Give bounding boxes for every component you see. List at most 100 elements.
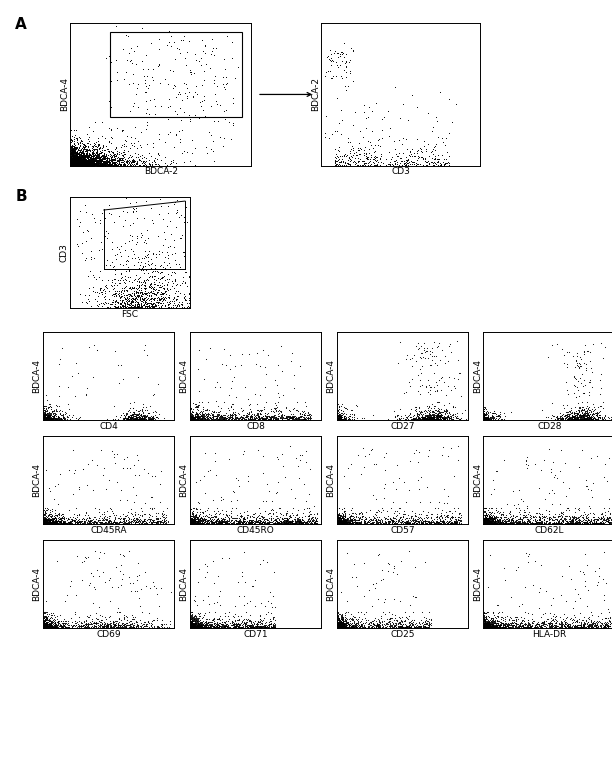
- Point: [563, 387, 573, 399]
- Point: [270, 517, 280, 529]
- Point: [289, 414, 299, 426]
- Point: [73, 158, 83, 170]
- Point: [479, 413, 489, 426]
- Point: [195, 503, 205, 516]
- Point: [222, 621, 232, 633]
- Point: [67, 153, 76, 165]
- Point: [191, 414, 201, 426]
- Point: [190, 614, 200, 626]
- Point: [72, 152, 81, 164]
- Point: [222, 359, 231, 371]
- Point: [231, 620, 241, 632]
- Point: [65, 580, 75, 592]
- Point: [416, 515, 425, 527]
- Point: [132, 212, 142, 224]
- Point: [432, 153, 442, 165]
- Point: [76, 159, 86, 171]
- Point: [571, 354, 581, 366]
- Point: [66, 160, 76, 172]
- Point: [61, 615, 70, 628]
- Point: [43, 517, 53, 530]
- Point: [348, 571, 357, 583]
- Point: [74, 157, 84, 170]
- Point: [99, 283, 109, 295]
- Point: [547, 513, 557, 525]
- Point: [106, 298, 116, 310]
- Point: [74, 154, 84, 167]
- Point: [76, 152, 86, 164]
- Point: [48, 514, 58, 527]
- Point: [195, 411, 205, 423]
- Point: [160, 285, 170, 298]
- Point: [198, 612, 207, 625]
- Point: [584, 389, 594, 401]
- Point: [259, 511, 269, 524]
- Point: [79, 158, 89, 170]
- Point: [264, 485, 274, 497]
- Point: [435, 406, 445, 418]
- Point: [490, 516, 499, 528]
- Point: [69, 144, 78, 157]
- Point: [412, 517, 422, 530]
- Point: [239, 621, 248, 634]
- Point: [39, 618, 49, 631]
- Point: [119, 518, 129, 530]
- Point: [81, 157, 91, 169]
- Point: [411, 515, 421, 527]
- Point: [335, 621, 345, 633]
- Point: [95, 154, 105, 167]
- Point: [214, 621, 223, 634]
- Point: [188, 621, 198, 634]
- Point: [192, 512, 202, 524]
- Point: [73, 158, 83, 170]
- Point: [185, 621, 195, 634]
- Point: [97, 146, 106, 158]
- Point: [497, 515, 507, 527]
- Point: [187, 512, 197, 524]
- Point: [333, 514, 343, 527]
- Point: [353, 606, 362, 618]
- Point: [334, 619, 343, 631]
- Point: [522, 502, 532, 514]
- Point: [357, 622, 367, 635]
- Point: [95, 158, 105, 170]
- Point: [68, 146, 78, 158]
- Point: [40, 517, 50, 529]
- Point: [87, 620, 97, 632]
- Point: [346, 518, 356, 530]
- Point: [245, 594, 255, 607]
- Point: [205, 342, 215, 354]
- Point: [82, 618, 92, 630]
- Point: [65, 151, 75, 163]
- Point: [76, 158, 86, 170]
- Point: [67, 157, 76, 170]
- Point: [380, 513, 390, 525]
- Point: [129, 217, 138, 229]
- Point: [420, 412, 430, 424]
- Point: [203, 515, 213, 527]
- Point: [339, 618, 349, 631]
- Point: [603, 620, 612, 632]
- Point: [207, 517, 217, 530]
- Point: [173, 88, 183, 100]
- Point: [504, 613, 514, 625]
- Point: [262, 412, 272, 425]
- Point: [42, 414, 52, 426]
- Point: [480, 619, 490, 631]
- Point: [204, 414, 214, 426]
- Point: [483, 412, 493, 425]
- Point: [413, 412, 423, 424]
- Point: [360, 514, 370, 527]
- Point: [149, 288, 159, 300]
- Point: [39, 621, 48, 634]
- Point: [497, 621, 507, 634]
- Point: [132, 618, 142, 631]
- Point: [42, 503, 51, 516]
- Point: [339, 502, 349, 514]
- Point: [438, 406, 447, 419]
- Point: [121, 621, 131, 633]
- Point: [65, 516, 75, 528]
- Point: [99, 158, 109, 170]
- Point: [424, 517, 434, 529]
- Point: [518, 621, 528, 633]
